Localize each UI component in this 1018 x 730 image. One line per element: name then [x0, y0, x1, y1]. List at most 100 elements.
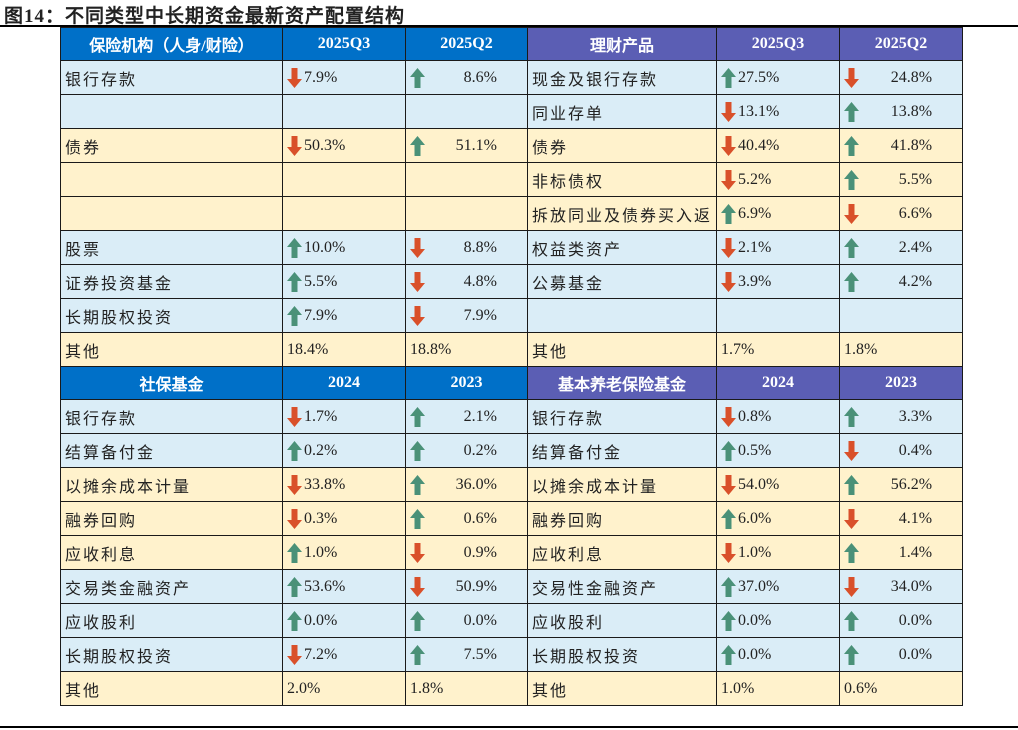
percentage-value: 5.5%: [304, 272, 338, 290]
arrow-down-icon: [410, 271, 427, 292]
arrow-down-icon: [287, 406, 304, 427]
percentage-value: 27.5%: [738, 68, 780, 86]
value-cell: 1.0%: [282, 535, 406, 570]
arrow-down-icon: [287, 644, 304, 665]
asset-label: 应收利息: [60, 535, 283, 570]
value-cell: 0.0%: [716, 637, 841, 672]
percentage-value: 50.9%: [455, 577, 497, 595]
value-cell: 50.3%: [282, 128, 406, 163]
asset-label: 以摊余成本计量: [60, 467, 283, 502]
value-cell: 5.2%: [716, 162, 841, 197]
percentage-value: 18.8%: [410, 340, 452, 358]
percentage-value: 56.2%: [890, 475, 933, 493]
percentage-value: 36.0%: [455, 475, 497, 493]
value-cell: 1.0%: [716, 535, 841, 570]
value-cell: 34.0%: [839, 569, 964, 604]
arrow-up-icon: [287, 542, 304, 563]
period-header: 2025Q3: [716, 27, 841, 61]
value-cell: 1.8%: [839, 332, 964, 367]
table-row: 应收利息 1.0% 0.9% 应收利息 1.0% 1.4%: [60, 535, 964, 570]
value-cell: [839, 298, 964, 333]
arrow-down-icon: [844, 576, 861, 597]
asset-label: 债券: [526, 128, 718, 163]
value-cell: 0.0%: [839, 603, 964, 638]
percentage-value: 8.8%: [463, 238, 497, 256]
value-cell: 0.4%: [839, 433, 964, 468]
value-cell: [282, 162, 406, 197]
percentage-value: 1.0%: [738, 543, 772, 561]
percentage-value: 2.0%: [287, 679, 321, 697]
table-row: 债券 50.3% 51.1% 债券 40.4% 41.8%: [60, 128, 964, 163]
percentage-value: 3.9%: [738, 272, 772, 290]
arrow-up-icon: [844, 610, 861, 631]
category-header: 基本养老保险基金: [526, 366, 718, 400]
asset-label: 融券回购: [526, 501, 718, 536]
arrow-down-icon: [721, 169, 738, 190]
value-cell: 0.5%: [716, 433, 841, 468]
asset-label: 证券投资基金: [60, 264, 283, 299]
value-cell: 27.5%: [716, 60, 841, 95]
table-row: 银行存款 1.7% 2.1% 银行存款 0.8% 3.3%: [60, 399, 964, 434]
percentage-value: 1.8%: [410, 679, 444, 697]
value-cell: 5.5%: [839, 162, 964, 197]
arrow-down-icon: [721, 135, 738, 156]
arrow-up-icon: [410, 135, 427, 156]
percentage-value: 0.0%: [898, 645, 933, 663]
value-cell: 8.6%: [405, 60, 528, 95]
arrow-up-icon: [410, 644, 427, 665]
arrow-up-icon: [844, 169, 861, 190]
value-cell: 50.9%: [405, 569, 528, 604]
percentage-value: 2.1%: [463, 407, 497, 425]
arrow-down-icon: [844, 67, 861, 88]
title-divider: [0, 25, 1018, 27]
table-row: 长期股权投资 7.2% 7.5% 长期股权投资 0.0% 0.0%: [60, 637, 964, 672]
asset-label: [60, 162, 283, 197]
arrow-down-icon: [721, 474, 738, 495]
percentage-value: 3.3%: [898, 407, 933, 425]
asset-label: 权益类资产: [526, 230, 718, 265]
arrow-down-icon: [721, 271, 738, 292]
percentage-value: 4.2%: [898, 272, 933, 290]
figure-title: 图14：不同类型中长期资金最新资产配置结构: [4, 6, 406, 27]
percentage-value: 1.0%: [304, 543, 338, 561]
value-cell: 7.5%: [405, 637, 528, 672]
asset-label: 银行存款: [60, 60, 283, 95]
value-cell: 54.0%: [716, 467, 841, 502]
asset-label: 应收股利: [60, 603, 283, 638]
percentage-value: 7.9%: [304, 68, 338, 86]
percentage-value: 0.5%: [738, 441, 772, 459]
asset-label: 非标债权: [526, 162, 718, 197]
value-cell: 1.7%: [282, 399, 406, 434]
table-row: 拆放同业及债券买入返 6.9% 6.6%: [60, 196, 964, 231]
percentage-value: 7.2%: [304, 645, 338, 663]
value-cell: 1.4%: [839, 535, 964, 570]
arrow-down-icon: [844, 440, 861, 461]
table-row: 以摊余成本计量 33.8% 36.0% 以摊余成本计量 54.0% 56.2%: [60, 467, 964, 502]
category-header: 理财产品: [526, 27, 718, 61]
percentage-value: 1.8%: [844, 340, 878, 358]
value-cell: 0.0%: [282, 603, 406, 638]
percentage-value: 1.7%: [304, 407, 338, 425]
value-cell: 10.0%: [282, 230, 406, 265]
table-row: 非标债权 5.2% 5.5%: [60, 162, 964, 197]
value-cell: 0.2%: [405, 433, 528, 468]
value-cell: 0.3%: [282, 501, 406, 536]
period-header: 2023: [839, 366, 964, 400]
arrow-up-icon: [844, 271, 861, 292]
asset-label: [60, 196, 283, 231]
value-cell: 0.0%: [839, 637, 964, 672]
percentage-value: 37.0%: [738, 577, 780, 595]
value-cell: 33.8%: [282, 467, 406, 502]
table-row: 交易类金融资产 53.6% 50.9% 交易性金融资产 37.0% 34.0%: [60, 569, 964, 604]
value-cell: 3.3%: [839, 399, 964, 434]
value-cell: 4.1%: [839, 501, 964, 536]
period-header: 2024: [282, 366, 406, 400]
percentage-value: 50.3%: [304, 136, 346, 154]
value-cell: 0.9%: [405, 535, 528, 570]
percentage-value: 10.0%: [304, 238, 346, 256]
value-cell: 13.1%: [716, 94, 841, 129]
table-row: 证券投资基金 5.5% 4.8% 公募基金 3.9% 4.2%: [60, 264, 964, 299]
section-header-row: 保险机构（人身/财险） 2025Q3 2025Q2 理财产品 2025Q3 2025Q2: [60, 27, 964, 61]
asset-label: 拆放同业及债券买入返: [526, 196, 718, 231]
category-header: 保险机构（人身/财险）: [60, 27, 283, 61]
